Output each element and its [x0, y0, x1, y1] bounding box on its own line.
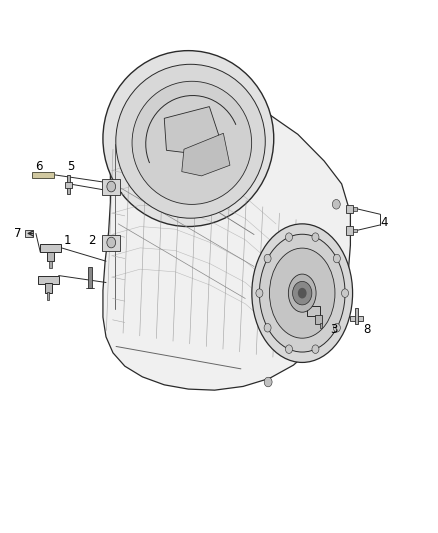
- FancyBboxPatch shape: [47, 292, 49, 300]
- FancyBboxPatch shape: [49, 261, 52, 268]
- Ellipse shape: [269, 248, 335, 338]
- Text: 3: 3: [330, 323, 337, 336]
- FancyBboxPatch shape: [346, 205, 353, 213]
- FancyBboxPatch shape: [353, 229, 357, 232]
- Text: 4: 4: [381, 216, 389, 229]
- FancyBboxPatch shape: [47, 252, 54, 261]
- Circle shape: [107, 181, 116, 192]
- Circle shape: [333, 254, 340, 263]
- FancyBboxPatch shape: [320, 323, 322, 328]
- Text: 2: 2: [88, 235, 96, 247]
- FancyBboxPatch shape: [350, 316, 363, 321]
- Polygon shape: [164, 107, 219, 154]
- Circle shape: [333, 324, 340, 332]
- FancyBboxPatch shape: [40, 244, 61, 252]
- Circle shape: [264, 377, 272, 387]
- FancyBboxPatch shape: [102, 235, 120, 251]
- Circle shape: [286, 345, 293, 353]
- FancyBboxPatch shape: [307, 306, 320, 316]
- Text: 7: 7: [14, 227, 21, 240]
- Ellipse shape: [259, 235, 345, 352]
- FancyBboxPatch shape: [88, 266, 92, 288]
- Ellipse shape: [252, 224, 353, 362]
- Circle shape: [332, 199, 340, 209]
- FancyBboxPatch shape: [32, 172, 54, 178]
- Text: 8: 8: [364, 323, 371, 336]
- FancyBboxPatch shape: [25, 230, 33, 237]
- Circle shape: [342, 289, 349, 297]
- FancyBboxPatch shape: [45, 283, 52, 293]
- Ellipse shape: [132, 82, 251, 204]
- FancyBboxPatch shape: [346, 226, 353, 235]
- FancyBboxPatch shape: [65, 182, 72, 188]
- Circle shape: [286, 233, 293, 241]
- Circle shape: [312, 345, 319, 353]
- Ellipse shape: [103, 51, 274, 227]
- FancyBboxPatch shape: [38, 276, 59, 284]
- Circle shape: [293, 281, 312, 305]
- Circle shape: [298, 288, 307, 298]
- Circle shape: [264, 254, 271, 263]
- FancyBboxPatch shape: [67, 175, 70, 194]
- FancyBboxPatch shape: [102, 179, 120, 195]
- FancyBboxPatch shape: [353, 207, 357, 211]
- Polygon shape: [182, 133, 230, 176]
- FancyBboxPatch shape: [355, 308, 358, 324]
- Text: 6: 6: [35, 160, 42, 173]
- Circle shape: [312, 233, 319, 241]
- Text: 5: 5: [67, 160, 74, 173]
- Circle shape: [256, 289, 263, 297]
- Ellipse shape: [288, 274, 316, 312]
- Ellipse shape: [116, 64, 265, 218]
- Circle shape: [264, 324, 271, 332]
- Text: 1: 1: [64, 235, 72, 247]
- Polygon shape: [103, 92, 350, 390]
- FancyBboxPatch shape: [315, 315, 322, 324]
- Circle shape: [107, 237, 116, 248]
